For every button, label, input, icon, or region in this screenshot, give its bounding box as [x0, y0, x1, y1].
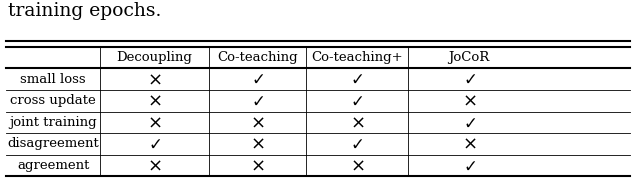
Text: $\checkmark$: $\checkmark$	[462, 113, 476, 131]
Text: $\times$: $\times$	[147, 113, 162, 131]
Text: $\checkmark$: $\checkmark$	[462, 157, 476, 175]
Text: agreement: agreement	[17, 159, 89, 172]
Text: $\checkmark$: $\checkmark$	[462, 70, 476, 88]
Text: Co-teaching+: Co-teaching+	[311, 51, 403, 64]
Text: $\times$: $\times$	[250, 135, 265, 153]
Text: disagreement: disagreement	[7, 138, 99, 150]
Text: $\checkmark$: $\checkmark$	[148, 135, 161, 153]
Text: Co-teaching: Co-teaching	[217, 51, 298, 64]
Text: $\times$: $\times$	[462, 92, 476, 110]
Text: $\times$: $\times$	[350, 113, 364, 131]
Text: small loss: small loss	[20, 73, 86, 86]
Text: $\checkmark$: $\checkmark$	[350, 135, 364, 153]
Text: $\times$: $\times$	[147, 92, 162, 110]
Text: $\checkmark$: $\checkmark$	[350, 92, 364, 110]
Text: JoCoR: JoCoR	[448, 51, 490, 64]
Text: Decoupling: Decoupling	[116, 51, 192, 64]
Text: $\times$: $\times$	[350, 157, 364, 175]
Text: joint training: joint training	[10, 116, 97, 129]
Text: $\times$: $\times$	[147, 70, 162, 88]
Text: cross update: cross update	[10, 94, 96, 107]
Text: $\times$: $\times$	[250, 113, 265, 131]
Text: training epochs.: training epochs.	[8, 2, 161, 20]
Text: $\times$: $\times$	[147, 157, 162, 175]
Text: $\checkmark$: $\checkmark$	[251, 92, 264, 110]
Text: $\times$: $\times$	[462, 135, 476, 153]
Text: $\checkmark$: $\checkmark$	[350, 70, 364, 88]
Text: $\checkmark$: $\checkmark$	[251, 70, 264, 88]
Text: $\times$: $\times$	[250, 157, 265, 175]
